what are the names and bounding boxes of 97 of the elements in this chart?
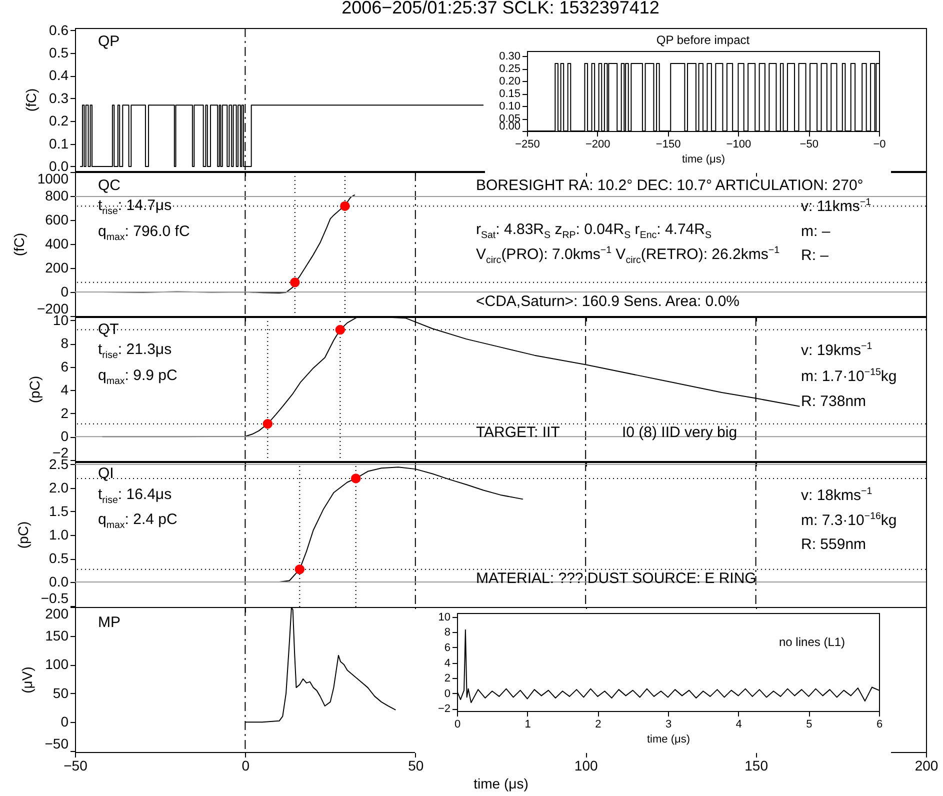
annotation: QI	[98, 465, 114, 482]
annotation: q$_{max}$: 2.4 pC	[98, 511, 178, 532]
y-tick-label: 0.6	[49, 22, 69, 38]
annotation: no lines (L1)	[779, 635, 846, 650]
y-tick-label: 0.15	[499, 88, 520, 100]
x-axis-title: time (μs)	[646, 734, 690, 746]
y-axis-title: (μV)	[18, 666, 35, 694]
y-tick-label: 0.5	[49, 550, 69, 566]
x-tick-label: 6	[876, 718, 883, 730]
x-tick-label: −250	[515, 138, 540, 150]
annotation: v: 19kms$^{−1}$	[801, 341, 872, 360]
y-tick-label: 200	[45, 606, 69, 622]
y-tick-label: 2	[60, 404, 69, 421]
y-tick-label: 0.3	[49, 90, 69, 106]
annotation: R: –	[801, 247, 829, 264]
y-tick-label: 800	[45, 188, 69, 204]
annotation: R: 738nm	[801, 393, 866, 410]
y-tick-label: 2.0	[49, 479, 69, 496]
chart-title: 2006−205/01:25:37 SCLK: 1532397412	[342, 0, 660, 18]
annotation: m: 1.7·10$^{−15}$kg	[801, 367, 897, 386]
chart-title: QP before impact	[656, 33, 750, 47]
x-tick-label: 200	[914, 758, 938, 774]
y-tick-label: 6	[60, 358, 69, 374]
y-tick-label: 1.0	[49, 526, 69, 542]
annotation: TARGET: IIT	[476, 424, 560, 442]
annotation: QP	[98, 33, 120, 50]
y-tick-label: 8	[444, 626, 450, 639]
y-tick-label: −50	[44, 735, 69, 752]
annotation: q$_{max}$: 796.0 fC	[98, 223, 190, 244]
x-tick-label: 3	[665, 718, 672, 730]
x-tick-label: 50	[408, 758, 424, 774]
x-axis-title: time (μs)	[474, 776, 528, 792]
annotation: BORESIGHT RA: 10.2° DEC: 10.7° ARTICULATION: 270°	[476, 177, 864, 194]
x-axis-title: time (μs)	[682, 154, 726, 166]
y-axis-title: (pC)	[26, 376, 43, 404]
x-tick-label: 100	[574, 758, 598, 774]
y-tick-label: −2	[438, 703, 450, 716]
y-tick-label: 0	[60, 428, 69, 444]
y-tick-label: 0.30	[499, 50, 520, 62]
annotation: R: 559nm	[801, 536, 866, 554]
annotation: <CDA,Saturn>: 160.9 Sens. Area: 0.0%	[476, 293, 740, 310]
x-tick-label: 1	[524, 718, 531, 730]
y-axis-title: (fC)	[23, 88, 40, 112]
y-tick-label: −200	[36, 300, 69, 316]
y-tick-label: 0.5	[49, 44, 69, 60]
x-tick-label: 150	[744, 758, 768, 774]
annotation: m: 7.3·10$^{−16}$kg	[801, 511, 897, 530]
annotation: V$_{circ}$(PRO): 7.0kms$^{−1}$ V$_{circ}$(RETRO): 26.2kms$^{−1}$	[476, 245, 780, 267]
annotation: v: 11kms$^{−1}$	[801, 197, 872, 216]
y-tick-label: 200	[45, 260, 69, 276]
y-tick-label: 4	[444, 657, 450, 670]
y-tick-label: 100	[45, 656, 69, 672]
y-tick-label: 0.0	[49, 574, 69, 590]
y-tick-label: 0.4	[49, 67, 69, 84]
x-tick-label: −200	[586, 138, 610, 150]
y-tick-label: 1.5	[49, 502, 69, 519]
annotation: t$_{rise}$: 16.4μs	[98, 486, 172, 507]
y-tick-label: 8	[60, 335, 69, 352]
y-tick-label: 0.1	[49, 135, 69, 152]
y-tick-label: 0.10	[499, 100, 520, 112]
y-tick-label: 0.25	[499, 63, 520, 75]
annotation: t$_{rise}$: 14.7μs	[98, 197, 172, 218]
x-tick-label: −50	[800, 138, 818, 150]
y-tick-label: 6	[444, 642, 450, 654]
y-tick-label: 4	[60, 382, 69, 398]
annotation: QC	[98, 177, 120, 194]
text: r$_{Sat}$: 4.83R$_{S}$ z$_{RP}$: 0.04R$_{S}$ r$_{Enc}$: 4.74R$_{S}$	[476, 221, 712, 241]
x-tick-label: −100	[726, 138, 752, 150]
x-tick-label: −0	[873, 138, 886, 150]
annotation: q$_{max}$: 9.9 pC	[98, 367, 178, 388]
y-tick-label: −0.5	[40, 590, 69, 606]
x-tick-label: 2	[595, 718, 602, 730]
y-tick-label: 10	[438, 611, 450, 624]
y-tick-label: 0.2	[49, 112, 69, 129]
annotation: t$_{rise}$: 21.3μs	[98, 341, 172, 362]
y-tick-label: −2	[52, 444, 69, 460]
y-tick-label: 0	[60, 284, 69, 300]
x-tick-label: −150	[656, 138, 681, 150]
y-tick-label: 0	[444, 688, 450, 700]
annotation: MP	[98, 614, 120, 632]
x-tick-label: 4	[736, 718, 742, 730]
x-tick-label: 0	[454, 718, 461, 730]
y-tick-label: 400	[45, 236, 69, 252]
y-tick-label: 600	[45, 212, 69, 228]
annotation: m: –	[801, 223, 830, 240]
y-tick-label: 150	[45, 627, 69, 644]
y-tick-label: 50	[52, 684, 69, 701]
y-tick-label: 2	[444, 672, 450, 685]
x-tick-label: 0	[242, 758, 250, 774]
annotation: MATERIAL: ??? DUST SOURCE: E RING	[476, 570, 756, 588]
y-axis-title: (pC)	[14, 521, 31, 549]
y-tick-label: 0.20	[499, 76, 520, 88]
y-axis-title: (fC)	[10, 232, 27, 256]
annotation: QT	[98, 321, 119, 338]
x-tick-label: 5	[806, 718, 812, 730]
annotation: I0 (8) IID very big	[622, 424, 738, 442]
annotation: v: 18kms$^{−1}$	[801, 486, 872, 504]
